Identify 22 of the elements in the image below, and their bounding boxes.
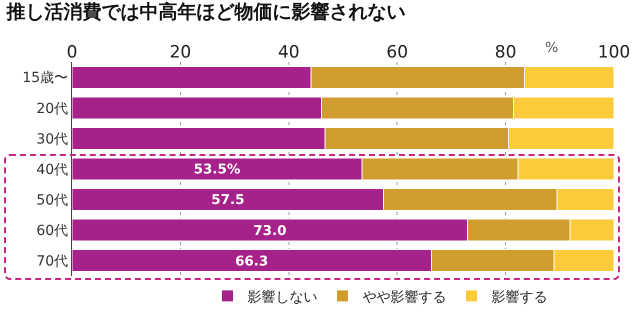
x-tick-label: 0 bbox=[66, 42, 78, 63]
x-tick-label: 20 bbox=[170, 42, 192, 63]
text: % bbox=[545, 40, 558, 56]
legend-label: 影響する bbox=[492, 289, 548, 306]
y-tick-label: 30代 bbox=[36, 131, 68, 148]
x-tick-label: 100 bbox=[598, 42, 630, 63]
y-tick-label: 20代 bbox=[36, 100, 68, 117]
legend-label: 影響しない bbox=[248, 289, 318, 306]
data-label: 66.3 bbox=[235, 253, 268, 270]
data-label: 57.5 bbox=[211, 192, 244, 208]
y-tick-label: 70代 bbox=[36, 254, 68, 270]
y-tick-label: 50代 bbox=[36, 192, 68, 208]
x-tick-label: 60 bbox=[386, 42, 408, 63]
y-tick-label: 40代 bbox=[36, 162, 68, 178]
legend-label: やや影響する bbox=[362, 289, 446, 306]
x-tick-label: 80 bbox=[494, 42, 516, 63]
y-tick-label: 60代 bbox=[36, 223, 68, 240]
data-label: 73.0 bbox=[253, 222, 286, 239]
chart-title: 推し活消費では中高年ほど物価に影響されない bbox=[5, 1, 406, 24]
data-label: 53.5% bbox=[194, 162, 241, 178]
x-tick-label: 40 bbox=[278, 42, 300, 63]
y-tick-label: 15歳〜 bbox=[22, 70, 68, 86]
